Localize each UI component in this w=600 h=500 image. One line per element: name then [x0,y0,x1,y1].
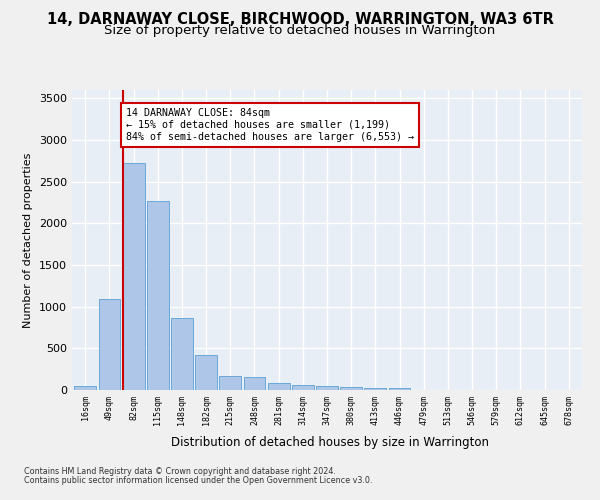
Bar [268,382,290,390]
Text: Size of property relative to detached houses in Warrington: Size of property relative to detached ho… [104,24,496,37]
Bar [244,376,265,390]
Bar [98,299,121,390]
Bar [74,386,96,390]
Bar [147,201,169,390]
Text: Contains HM Land Registry data © Crown copyright and database right 2024.: Contains HM Land Registry data © Crown c… [24,467,336,476]
Bar [316,386,338,390]
Text: 14, DARNAWAY CLOSE, BIRCHWOOD, WARRINGTON, WA3 6TR: 14, DARNAWAY CLOSE, BIRCHWOOD, WARRINGTO… [47,12,553,28]
Bar [340,387,362,390]
Bar [292,384,314,390]
Bar [123,164,145,390]
Bar [171,318,193,390]
Bar [364,388,386,390]
Text: 14 DARNAWAY CLOSE: 84sqm
← 15% of detached houses are smaller (1,199)
84% of sem: 14 DARNAWAY CLOSE: 84sqm ← 15% of detach… [127,108,415,142]
Bar [389,388,410,390]
Bar [195,356,217,390]
Y-axis label: Number of detached properties: Number of detached properties [23,152,34,328]
Text: Distribution of detached houses by size in Warrington: Distribution of detached houses by size … [171,436,489,449]
Text: Contains public sector information licensed under the Open Government Licence v3: Contains public sector information licen… [24,476,373,485]
Bar [220,376,241,390]
